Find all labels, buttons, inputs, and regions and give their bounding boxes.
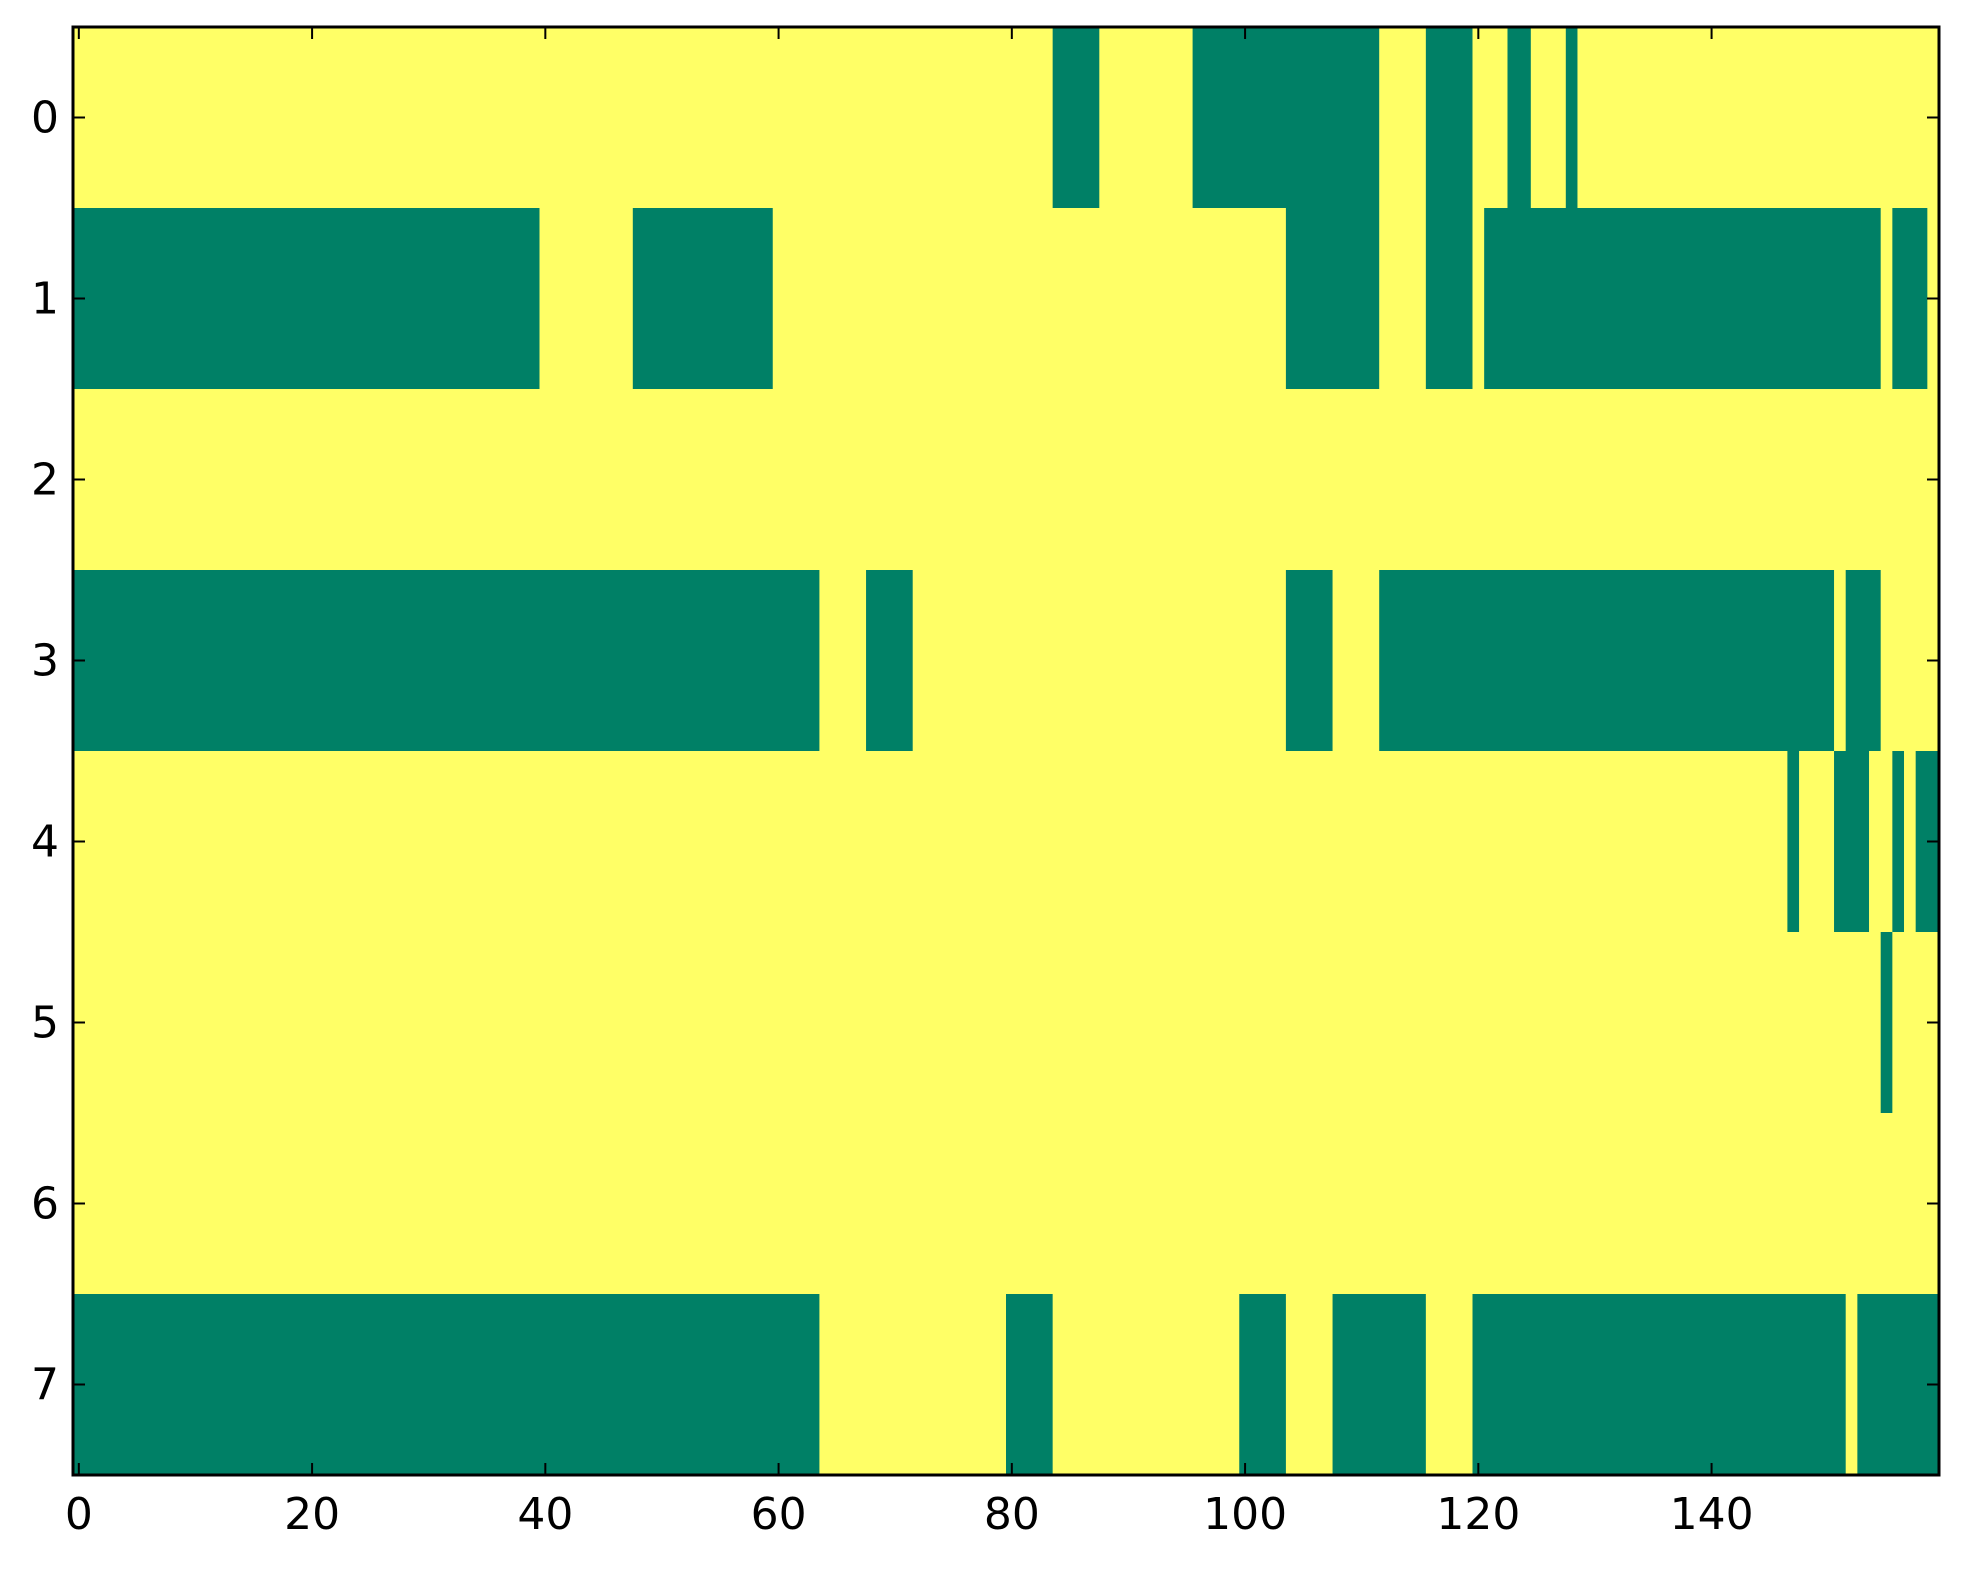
heatmap-run-18	[1892, 751, 1905, 932]
heatmap-run-12	[866, 570, 913, 751]
heatmap-run-20	[1880, 932, 1893, 1113]
heatmap-run-16	[1787, 751, 1800, 932]
x-tick-label: 40	[517, 1489, 573, 1540]
x-tick-label: 120	[1436, 1489, 1520, 1540]
heatmap-run-17	[1834, 751, 1870, 932]
y-tick-label: 3	[31, 636, 59, 687]
y-tick-label: 0	[31, 93, 59, 144]
heatmap-run-24	[1332, 1294, 1426, 1475]
x-tick-label: 140	[1670, 1489, 1754, 1540]
heatmap-run-0	[1052, 27, 1100, 208]
heatmap-run-1	[1192, 27, 1380, 208]
heatmap-run-3	[1507, 27, 1531, 208]
heatmap-run-26	[1857, 1294, 1939, 1475]
y-tick-label: 7	[31, 1360, 59, 1411]
x-tick-label: 20	[284, 1489, 340, 1540]
heatmap-run-21	[73, 1294, 820, 1475]
x-tick-label: 0	[65, 1489, 93, 1540]
heatmap-run-23	[1239, 1294, 1286, 1475]
heatmap-run-4	[1565, 27, 1578, 208]
heatmap-run-14	[1379, 570, 1835, 751]
heatmap-run-13	[1285, 570, 1333, 751]
heatmap-run-22	[1006, 1294, 1053, 1475]
heatmap-run-2	[1425, 27, 1473, 208]
heatmap-run-9	[1484, 208, 1881, 389]
x-tick-label: 100	[1203, 1489, 1287, 1540]
y-tick-label: 5	[31, 998, 59, 1049]
x-tick-label: 60	[751, 1489, 807, 1540]
heatmap-run-7	[1285, 208, 1380, 389]
y-tick-label: 4	[31, 817, 59, 868]
y-tick-label: 2	[31, 455, 59, 506]
heatmap-run-15	[1845, 570, 1881, 751]
y-tick-label: 1	[31, 274, 59, 325]
heatmap-run-5	[73, 208, 540, 389]
heatmap-run-6	[632, 208, 773, 389]
x-tick-label: 80	[984, 1489, 1040, 1540]
heatmap-run-25	[1472, 1294, 1846, 1475]
axis-ticks	[73, 27, 1939, 1475]
y-tick-labels: 0 1 2 3 4 5 6 7	[31, 93, 59, 1411]
heatmap-run-8	[1425, 208, 1473, 389]
plot-frame	[71, 25, 1941, 1477]
heatmap-cells	[73, 27, 1939, 1475]
y-tick-label: 6	[31, 1179, 59, 1230]
heatmap-run-10	[1892, 208, 1928, 389]
x-tick-labels: 0 20 40 60 80 100 120 140	[65, 1489, 1754, 1540]
heatmap-run-11	[73, 570, 820, 751]
